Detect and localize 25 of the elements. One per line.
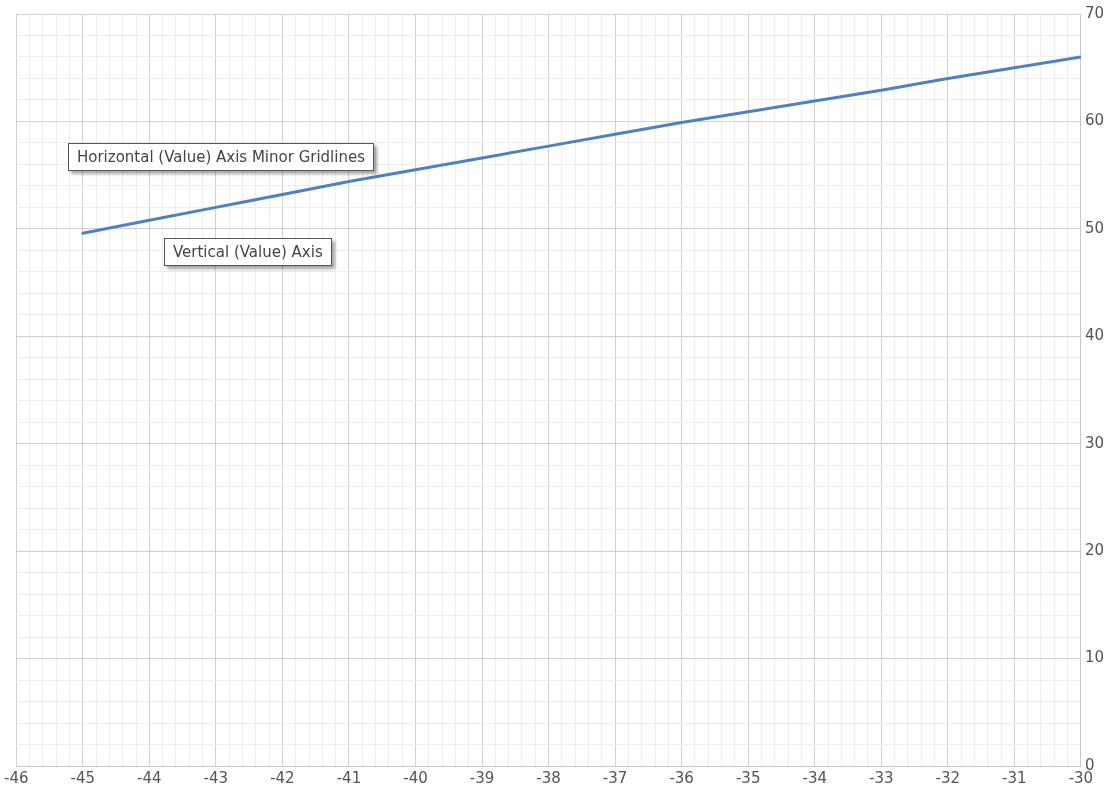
x-tick-label: -45 — [70, 768, 96, 787]
x-tick-label: -43 — [203, 768, 229, 787]
x-tick-label: -46 — [4, 768, 29, 787]
x-tick-label: -37 — [602, 768, 628, 787]
x-tick-label: -39 — [469, 768, 495, 787]
x-tick-label: -42 — [270, 768, 295, 787]
x-tick-label: -32 — [935, 768, 961, 787]
x-tick-label: -40 — [403, 768, 428, 787]
x-tick-label: -44 — [137, 768, 162, 787]
y-tick-label: 40 — [1084, 326, 1105, 345]
x-tick-label: -38 — [536, 768, 561, 787]
annotation: Horizontal (Value) Axis Minor Gridlines — [68, 143, 375, 171]
x-tick-label: -41 — [336, 768, 362, 787]
y-tick-label: 70 — [1084, 3, 1105, 22]
y-tick-label: 30 — [1084, 433, 1105, 452]
x-tick-label: -31 — [1002, 768, 1027, 787]
x-tick-label: -35 — [735, 768, 761, 787]
x-tick-label: -33 — [869, 768, 894, 787]
y-tick-label: 10 — [1084, 648, 1105, 667]
y-tick-label: 50 — [1084, 218, 1105, 237]
annotation: Vertical (Value) Axis — [164, 238, 332, 266]
x-tick-label: -34 — [802, 768, 827, 787]
y-tick-label: 60 — [1084, 111, 1105, 130]
x-tick-label: -36 — [669, 768, 694, 787]
y-tick-label: 20 — [1084, 541, 1105, 560]
